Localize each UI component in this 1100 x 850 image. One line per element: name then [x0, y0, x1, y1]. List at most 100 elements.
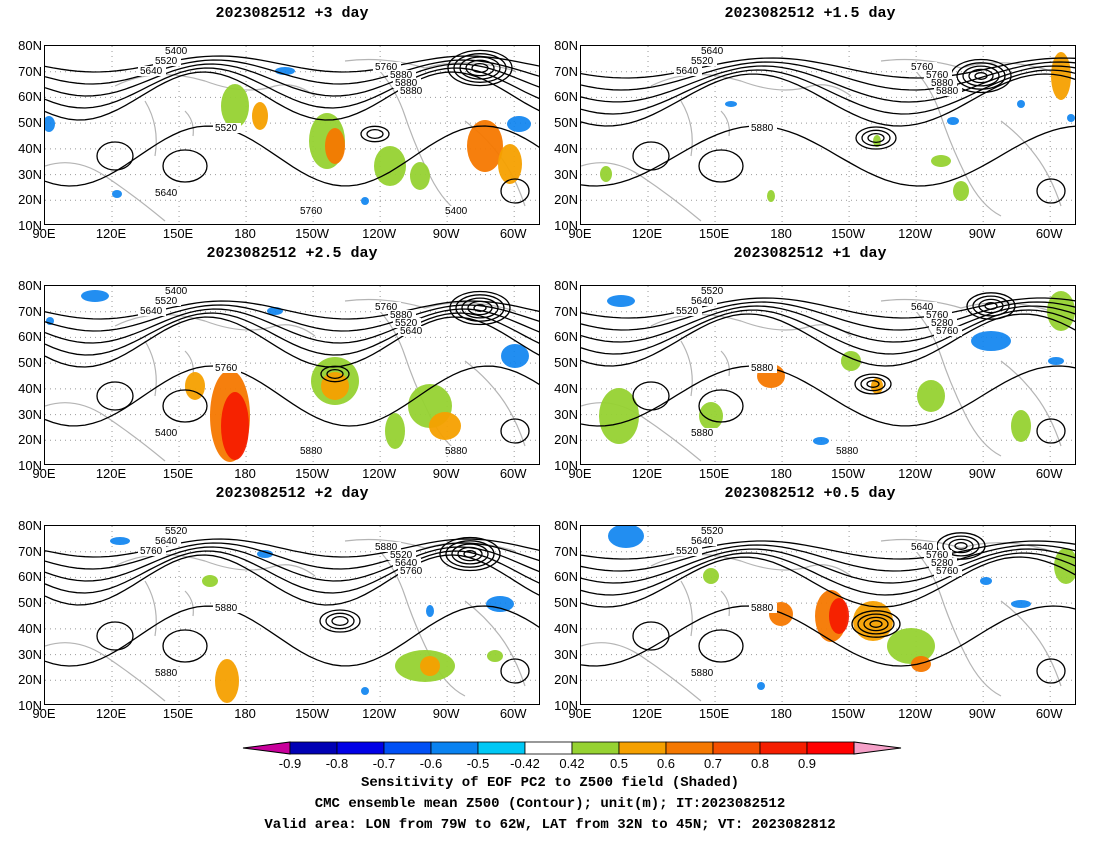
- sensitivity-negative-area: [486, 596, 514, 612]
- z500-contour: [581, 552, 1075, 596]
- colorbar-tick-label: 0.6: [656, 756, 676, 771]
- z500-low-contour: [863, 616, 889, 632]
- lon-tick-label: 90W: [968, 226, 996, 241]
- contour-label: 5760: [936, 566, 959, 577]
- contour-label: 5520: [395, 318, 418, 329]
- contour-label: 5880: [751, 123, 774, 134]
- colorbar-segment: [289, 741, 338, 755]
- z500-closed-contour: [1036, 658, 1066, 684]
- lon-tick-label: 150W: [295, 706, 330, 721]
- sensitivity-negative-area: [947, 117, 959, 125]
- contour-label-bg: [138, 546, 166, 556]
- contour-label-bg: [153, 428, 181, 438]
- z500-contour: [581, 61, 1075, 91]
- lat-tick-label: 30N: [18, 166, 42, 182]
- contour-label-bg: [689, 428, 717, 438]
- lon-tick-label: 150E: [698, 226, 730, 241]
- z500-closed-contour: [162, 629, 208, 663]
- lon-tick-label: 150W: [831, 226, 866, 241]
- contour-label: 5760: [926, 550, 949, 561]
- panel-title: 2023082512 +2.5 day: [206, 245, 378, 262]
- contour-label-bg: [924, 310, 952, 320]
- z500-low-contour: [473, 304, 487, 312]
- contour-label: 5520: [155, 56, 178, 67]
- contour-label: 5640: [140, 306, 163, 317]
- z500-contour: [581, 57, 1075, 79]
- contour-label: 5880: [155, 668, 178, 679]
- contour-label: 5880: [691, 428, 714, 439]
- lat-tick-label: 30N: [554, 166, 578, 182]
- lon-tick-label: 120W: [362, 466, 397, 481]
- contour-label: 5640: [400, 326, 423, 337]
- lon-tick-label: 150W: [295, 466, 330, 481]
- lat-tick-label: 10N: [18, 698, 42, 713]
- lat-tick-label: 20N: [554, 672, 578, 688]
- contour-label-bg: [388, 550, 416, 560]
- z500-low-contour: [851, 610, 901, 638]
- colorbar-segment: [430, 741, 479, 755]
- coastline: [680, 580, 1062, 687]
- sensitivity-positive-area: [221, 392, 249, 460]
- sensitivity-negative-area: [725, 101, 737, 107]
- contour-label-bg: [689, 56, 717, 66]
- coastline: [144, 580, 526, 687]
- lon-tick-label: 60W: [1035, 706, 1063, 721]
- sensitivity-positive-area: [829, 598, 849, 634]
- colorbar-segment: [477, 741, 526, 755]
- contour-label-bg: [373, 302, 401, 312]
- contour-label-bg: [398, 86, 426, 96]
- contour-label-bg: [213, 363, 241, 373]
- z500-low-contour: [954, 542, 968, 550]
- contour-label: 5640: [911, 542, 934, 553]
- lat-tick-label: 50N: [554, 355, 578, 371]
- z500-low-contour: [459, 56, 501, 80]
- lon-tick-label: 60W: [1035, 466, 1063, 481]
- contour-label-bg: [163, 286, 191, 296]
- colorbar-segment: [618, 741, 667, 755]
- coastline: [344, 298, 516, 457]
- colorbar-tick-label: -0.8: [325, 756, 349, 771]
- panel-plus2p5-day: 2023082512 +2.5 day 5400 5520 5640 5760 5880…: [0, 245, 540, 480]
- sensitivity-positive-area: [321, 372, 349, 400]
- sensitivity-positive-area: [185, 372, 205, 400]
- contour-label-bg: [909, 302, 937, 312]
- panel-title: 2023082512 +1 day: [733, 245, 887, 262]
- contour-label: 5520: [676, 546, 699, 557]
- contour-label: 5520: [701, 526, 724, 537]
- sensitivity-positive-area: [599, 388, 639, 444]
- footer-line-1: Sensitivity of EOF PC2 to Z500 field (Sh…: [360, 775, 740, 791]
- z500-low-contour: [455, 294, 505, 322]
- sensitivity-negative-area: [608, 526, 644, 548]
- contour-label-bg: [749, 603, 777, 613]
- z500-contour: [581, 544, 1075, 572]
- panel-title: 2023082512 +0.5 day: [724, 485, 896, 502]
- contour-label-bg: [138, 66, 166, 76]
- contour-label: 5760: [926, 310, 949, 321]
- z500-closed-contour: [632, 381, 670, 411]
- z500-contour: [581, 540, 1075, 560]
- contour-label: 5640: [155, 188, 178, 199]
- contour-label-bg: [163, 526, 191, 536]
- colorbar-segment: [759, 741, 808, 755]
- z500-low-contour: [984, 302, 998, 310]
- contour-label-bg: [388, 70, 416, 80]
- contour-label-bg: [153, 188, 181, 198]
- contour-label-bg: [213, 603, 241, 613]
- contour-label-bg: [909, 62, 937, 72]
- contour-label-bg: [699, 286, 727, 296]
- contour-label: 5640: [691, 296, 714, 307]
- z500-low-contour: [956, 62, 1006, 90]
- contour-label-bg: [699, 46, 727, 56]
- sensitivity-positive-area: [1054, 548, 1075, 584]
- map-frame: 5400 5520 5640 5760 5880 5520 5640 5760 5400 5880…: [44, 285, 540, 465]
- lat-tick-label: 50N: [18, 115, 42, 131]
- sensitivity-positive-area: [600, 166, 612, 182]
- contour-label-bg: [443, 446, 471, 456]
- contour-label: 5880: [400, 86, 423, 97]
- sensitivity-positive-area: [487, 650, 503, 662]
- lat-tick-label: 80N: [18, 278, 42, 293]
- coastline: [880, 298, 1052, 457]
- z500-low-contour: [457, 546, 483, 562]
- contour-label-bg: [373, 542, 401, 552]
